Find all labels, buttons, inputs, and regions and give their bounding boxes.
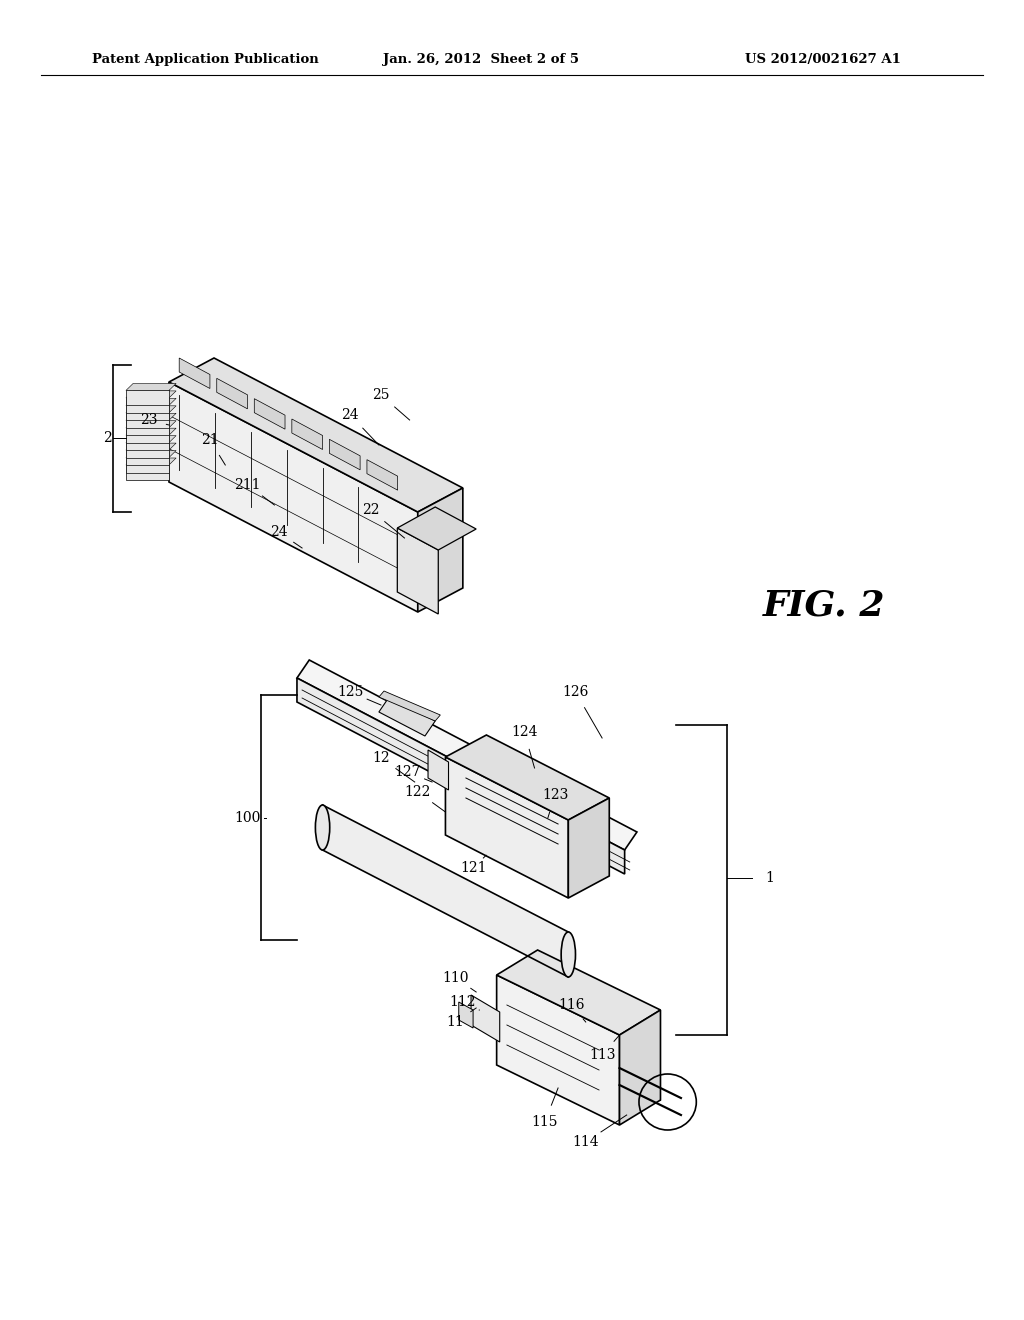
Polygon shape [126, 444, 176, 450]
Text: 1: 1 [766, 871, 774, 884]
Polygon shape [323, 805, 568, 977]
Polygon shape [620, 1010, 660, 1125]
Polygon shape [217, 379, 248, 409]
Polygon shape [297, 660, 637, 850]
Text: 122: 122 [404, 785, 431, 799]
Text: 25: 25 [372, 388, 390, 403]
Polygon shape [397, 528, 438, 614]
Polygon shape [445, 735, 609, 820]
Polygon shape [126, 450, 176, 458]
Polygon shape [367, 459, 397, 490]
Polygon shape [126, 420, 169, 436]
Text: 114: 114 [572, 1135, 599, 1148]
Polygon shape [126, 405, 169, 420]
Ellipse shape [561, 932, 575, 977]
Text: 24: 24 [341, 408, 359, 422]
Text: 21: 21 [201, 433, 219, 447]
Polygon shape [126, 413, 176, 420]
Text: Jan. 26, 2012  Sheet 2 of 5: Jan. 26, 2012 Sheet 2 of 5 [383, 54, 580, 66]
Polygon shape [397, 507, 476, 550]
Polygon shape [428, 750, 449, 789]
Text: 113: 113 [589, 1048, 615, 1063]
Polygon shape [126, 421, 176, 428]
Polygon shape [126, 413, 169, 428]
Text: 125: 125 [337, 685, 364, 700]
Text: 23: 23 [139, 413, 158, 426]
Polygon shape [418, 488, 463, 612]
Polygon shape [179, 358, 210, 388]
Polygon shape [126, 436, 176, 442]
Polygon shape [379, 697, 435, 737]
Text: 112: 112 [450, 995, 476, 1008]
Polygon shape [254, 399, 285, 429]
Polygon shape [379, 690, 440, 721]
Polygon shape [126, 405, 176, 413]
Polygon shape [497, 950, 660, 1035]
Polygon shape [126, 465, 169, 480]
Text: 127: 127 [394, 766, 421, 779]
Polygon shape [126, 383, 176, 391]
Polygon shape [126, 428, 169, 442]
Polygon shape [169, 381, 418, 612]
Text: 22: 22 [361, 503, 380, 517]
Polygon shape [169, 358, 463, 512]
Text: FIG. 2: FIG. 2 [763, 587, 886, 622]
Text: 121: 121 [460, 861, 486, 875]
Polygon shape [126, 458, 169, 473]
Polygon shape [126, 428, 176, 436]
Text: 100: 100 [234, 810, 261, 825]
Polygon shape [568, 799, 609, 898]
Text: 11: 11 [446, 1015, 465, 1030]
Text: 116: 116 [558, 998, 585, 1012]
Ellipse shape [315, 805, 330, 850]
Text: Patent Application Publication: Patent Application Publication [92, 54, 318, 66]
Text: 110: 110 [442, 972, 469, 985]
Polygon shape [126, 458, 176, 465]
Polygon shape [330, 440, 360, 470]
Text: 12: 12 [372, 751, 390, 766]
Text: 115: 115 [531, 1115, 558, 1129]
Polygon shape [445, 756, 568, 898]
Polygon shape [126, 399, 176, 405]
Polygon shape [297, 678, 625, 874]
Polygon shape [126, 397, 169, 413]
Polygon shape [126, 442, 169, 458]
Text: 24: 24 [269, 525, 288, 539]
Polygon shape [126, 391, 176, 397]
Text: US 2012/0021627 A1: US 2012/0021627 A1 [745, 54, 901, 66]
Polygon shape [471, 995, 500, 1041]
Polygon shape [126, 450, 169, 465]
Polygon shape [292, 418, 323, 450]
Text: 211: 211 [234, 478, 261, 492]
Polygon shape [126, 436, 169, 450]
Polygon shape [126, 391, 169, 405]
Text: 126: 126 [562, 685, 589, 700]
Text: 124: 124 [511, 725, 538, 739]
Text: 2: 2 [103, 432, 112, 445]
Polygon shape [497, 975, 620, 1125]
Polygon shape [459, 1002, 473, 1028]
Text: 123: 123 [542, 788, 568, 803]
